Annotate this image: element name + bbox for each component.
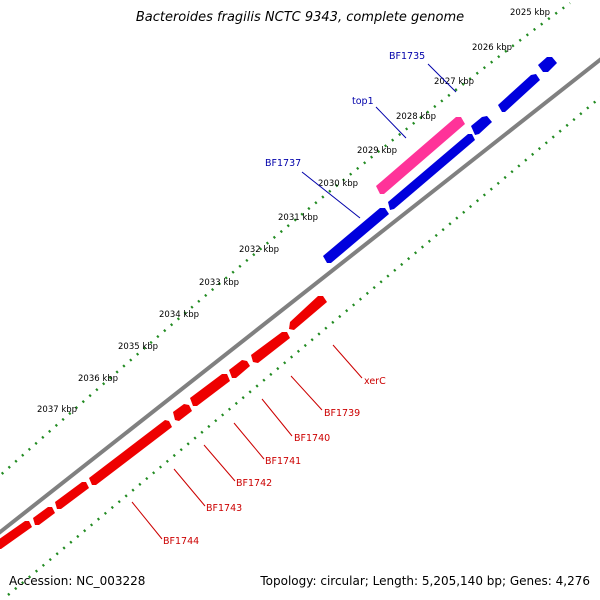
- leader-bf1739: [290, 375, 323, 411]
- genome-title: Bacteroides fragilis NCTC 9343, complete…: [135, 10, 465, 25]
- leader-bf1742: [203, 444, 236, 482]
- gene-top1-highlight[interactable]: [376, 117, 465, 194]
- scale-label-2032: 2032 kbp: [239, 245, 279, 255]
- leader-xerC: [332, 344, 363, 379]
- scale-tick-labels: 2025 kbp 2026 kbp 2027 kbp 2028 kbp 2029…: [37, 8, 550, 415]
- gene-bf1741[interactable]: [173, 404, 192, 421]
- gene-label-bf1740[interactable]: BF1740: [294, 433, 330, 444]
- outer-scale-arc: [0, 1, 571, 478]
- gene-bf1742[interactable]: [89, 420, 172, 485]
- scale-label-2036: 2036 kbp: [78, 374, 118, 384]
- gene-forward-mid[interactable]: [388, 134, 475, 210]
- scale-label-2034: 2034 kbp: [159, 310, 199, 320]
- gene-xerC[interactable]: [289, 296, 327, 330]
- scale-label-2037: 2037 kbp: [37, 405, 77, 415]
- scale-label-2028: 2028 kbp: [396, 112, 436, 122]
- inner-scale-arc: [7, 95, 600, 596]
- scale-label-2033: 2033 kbp: [199, 278, 239, 288]
- gene-label-bf1744[interactable]: BF1744: [163, 536, 199, 547]
- gene-label-bf1737[interactable]: BF1737: [265, 158, 301, 169]
- gene-bf1743[interactable]: [55, 482, 89, 509]
- leader-bf1735: [427, 63, 457, 93]
- forward-gene-labels: BF1735 top1 BF1737: [265, 51, 425, 169]
- reverse-gene-labels: xerC BF1739 BF1740 BF1741 BF1742 BF1743 …: [163, 376, 386, 547]
- forward-gene-leaders: [301, 63, 457, 219]
- gene-bf1744[interactable]: [33, 507, 55, 525]
- gene-label-xerC[interactable]: xerC: [364, 376, 386, 387]
- genome-backbone: [0, 57, 600, 535]
- leader-bf1744: [131, 501, 163, 540]
- gene-bf1740[interactable]: [190, 374, 230, 406]
- gene-bf1744b[interactable]: [0, 521, 32, 549]
- accession-text: Accession: NC_003228: [9, 574, 146, 588]
- gene-bf1735b[interactable]: [498, 74, 540, 112]
- scale-label-2031: 2031 kbp: [278, 213, 318, 223]
- gene-label-top1[interactable]: top1: [352, 96, 374, 107]
- genome-summary-text: Topology: circular; Length: 5,205,140 bp…: [260, 574, 590, 588]
- scale-label-2029: 2029 kbp: [357, 146, 397, 156]
- leader-bf1743: [173, 468, 206, 507]
- scale-label-2035: 2035 kbp: [118, 342, 158, 352]
- gene-label-bf1735[interactable]: BF1735: [389, 51, 425, 62]
- forward-genes: [323, 57, 557, 263]
- gene-label-bf1743[interactable]: BF1743: [206, 503, 242, 514]
- leader-top1: [375, 106, 407, 139]
- gene-bf1735[interactable]: [538, 57, 557, 72]
- reverse-genes: [0, 296, 327, 549]
- gene-bf1739b[interactable]: [229, 360, 250, 378]
- gene-label-bf1739[interactable]: BF1739: [324, 408, 360, 419]
- leader-bf1741: [233, 422, 265, 460]
- gene-label-bf1741[interactable]: BF1741: [265, 456, 301, 467]
- reverse-gene-leaders: [131, 344, 363, 540]
- scale-label-2030: 2030 kbp: [318, 179, 358, 189]
- gene-bf1737[interactable]: [323, 208, 389, 263]
- scale-label-2026: 2026 kbp: [472, 43, 512, 53]
- leader-bf1737: [301, 171, 361, 219]
- gene-bf1739[interactable]: [251, 332, 290, 363]
- scale-label-2027: 2027 kbp: [434, 77, 474, 87]
- gene-label-bf1742[interactable]: BF1742: [236, 478, 272, 489]
- scale-label-2025: 2025 kbp: [510, 8, 550, 18]
- gene-forward-small[interactable]: [471, 116, 492, 135]
- leader-bf1740: [261, 398, 293, 437]
